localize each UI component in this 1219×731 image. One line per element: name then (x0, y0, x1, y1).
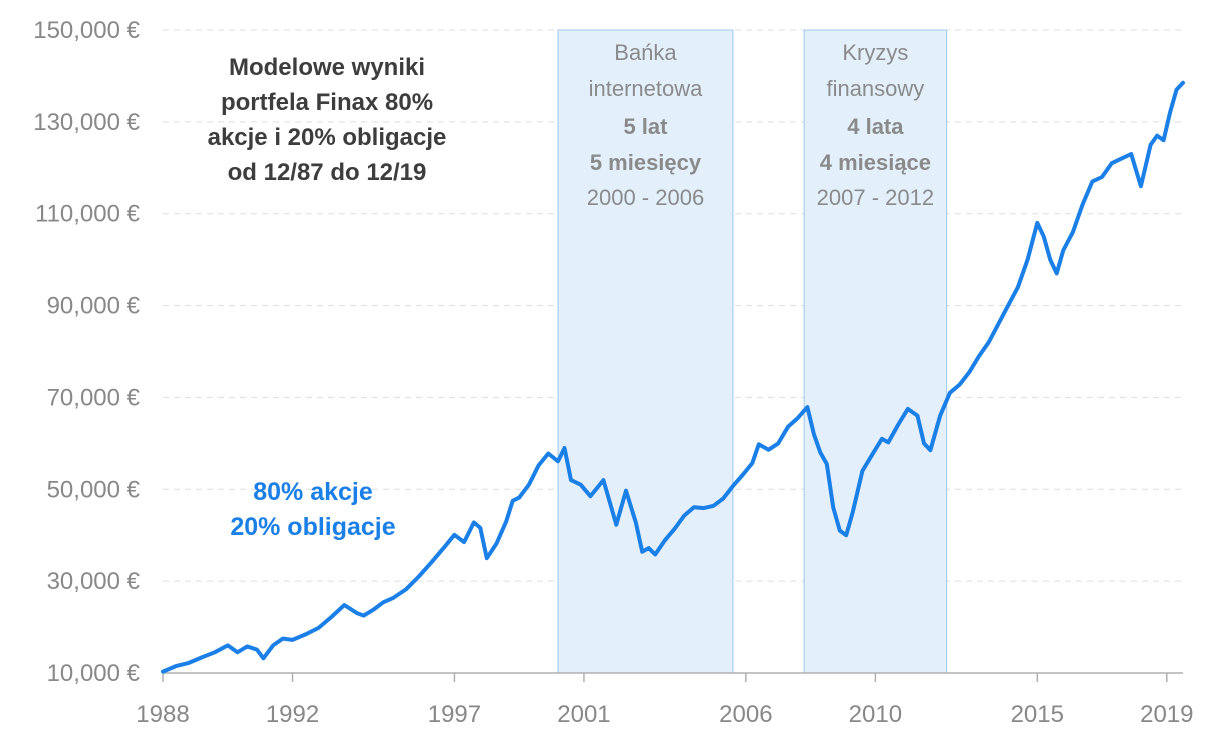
series-line (161, 80, 1185, 674)
y-tick-label: 10,000 € (47, 660, 141, 687)
shaded-regions: Bańka internetowa 5 lat 5 miesięcy 2000 - 20… (557, 29, 948, 674)
y-tick-label: 110,000 € (35, 201, 141, 228)
y-tick-label: 30,000 € (47, 568, 141, 595)
y-tick-label: 150,000 € (33, 17, 140, 44)
x-tick-label: 2019 (1140, 701, 1193, 728)
shaded-region-label: 5 miesięcy (590, 150, 702, 175)
series-group (161, 80, 1185, 674)
shaded-region-label: Bańka (614, 40, 677, 65)
shaded-region-label: 2007 - 2012 (817, 185, 934, 210)
shaded-region-label: Kryzys (842, 40, 908, 65)
x-tick-label: 2010 (849, 701, 902, 728)
y-tick-label: 130,000 € (33, 109, 140, 136)
shaded-region-label: 2000 - 2006 (587, 185, 704, 210)
series-label-line: 20% obligacje (230, 513, 395, 541)
shaded-region-label: 5 lat (623, 114, 668, 139)
x-tick-label: 2015 (1011, 701, 1064, 728)
y-tick-label: 50,000 € (47, 476, 141, 503)
shaded-region-label: internetowa (589, 76, 704, 101)
chart-title-line: Modelowe wyniki (229, 54, 425, 81)
shaded-region-label: 4 miesiące (820, 150, 931, 175)
shaded-region-label: finansowy (826, 76, 924, 101)
x-tick-label: 2001 (557, 701, 610, 728)
x-tick-label: 1992 (266, 701, 319, 728)
y-axis: 10,000 € 30,000 € 50,000 € 70,000 € 90,000 €… (33, 17, 140, 687)
x-tick-label: 2006 (719, 701, 772, 728)
chart-title: Modelowe wyniki portfela Finax 80% akcje i… (208, 54, 447, 186)
chart-title-line: portfela Finax 80% (221, 89, 433, 116)
x-axis: 1988 1992 1997 2001 2006 2010 2015 2019 (136, 672, 1194, 728)
series-label: 80% akcje 20% obligacje (230, 478, 395, 541)
x-tick-label: 1988 (136, 701, 189, 728)
chart-title-line: akcje i 20% obligacje (208, 124, 447, 151)
series-label-line: 80% akcje (253, 478, 373, 506)
x-tick-label: 1997 (428, 701, 481, 728)
shaded-region (803, 29, 948, 674)
y-tick-label: 70,000 € (47, 384, 141, 411)
chart-title-line: od 12/87 do 12/19 (228, 159, 427, 186)
shaded-region-label: 4 lata (847, 114, 904, 139)
y-tick-label: 90,000 € (47, 293, 141, 320)
